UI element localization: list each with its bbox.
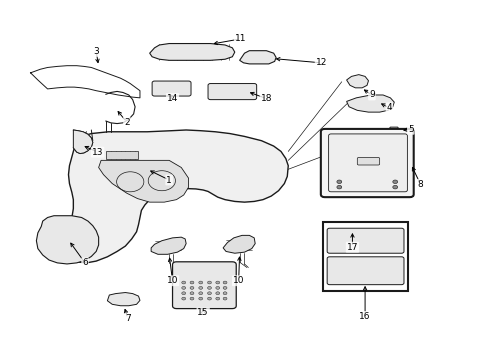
- Circle shape: [223, 292, 226, 295]
- Circle shape: [199, 297, 202, 300]
- Text: 7: 7: [124, 314, 130, 323]
- FancyBboxPatch shape: [328, 134, 407, 192]
- Text: 8: 8: [417, 180, 423, 189]
- Circle shape: [392, 180, 397, 184]
- Polygon shape: [346, 95, 393, 112]
- Circle shape: [336, 185, 341, 189]
- Circle shape: [182, 287, 185, 289]
- Polygon shape: [73, 130, 93, 154]
- Polygon shape: [346, 75, 368, 88]
- Text: 12: 12: [315, 58, 326, 67]
- Polygon shape: [149, 44, 234, 60]
- Text: 15: 15: [197, 309, 208, 318]
- Circle shape: [190, 292, 194, 295]
- Polygon shape: [239, 51, 276, 64]
- Text: 5: 5: [407, 125, 413, 134]
- Circle shape: [199, 287, 202, 289]
- Text: 13: 13: [92, 148, 103, 157]
- Circle shape: [215, 297, 219, 300]
- Circle shape: [190, 297, 194, 300]
- FancyBboxPatch shape: [326, 257, 403, 285]
- Circle shape: [190, 287, 194, 289]
- Text: 14: 14: [166, 94, 178, 103]
- Text: 3: 3: [93, 47, 99, 56]
- Polygon shape: [99, 160, 188, 202]
- Polygon shape: [223, 235, 255, 253]
- PathPatch shape: [66, 130, 287, 263]
- Circle shape: [215, 287, 219, 289]
- Circle shape: [207, 292, 211, 295]
- Circle shape: [215, 292, 219, 295]
- Polygon shape: [151, 237, 186, 254]
- Text: 2: 2: [124, 118, 129, 127]
- Circle shape: [207, 281, 211, 284]
- Circle shape: [215, 281, 219, 284]
- Text: 9: 9: [368, 90, 374, 99]
- FancyBboxPatch shape: [357, 157, 379, 165]
- Circle shape: [199, 281, 202, 284]
- Circle shape: [199, 292, 202, 295]
- Text: 11: 11: [234, 35, 246, 44]
- Polygon shape: [106, 152, 137, 158]
- Polygon shape: [386, 127, 399, 136]
- Text: 16: 16: [359, 312, 370, 321]
- FancyBboxPatch shape: [320, 129, 413, 197]
- Circle shape: [223, 281, 226, 284]
- FancyBboxPatch shape: [323, 222, 407, 292]
- Text: 6: 6: [82, 258, 88, 267]
- Polygon shape: [36, 216, 99, 264]
- Circle shape: [190, 281, 194, 284]
- Text: 10: 10: [166, 276, 178, 285]
- Circle shape: [392, 185, 397, 189]
- FancyBboxPatch shape: [207, 84, 256, 100]
- Circle shape: [182, 297, 185, 300]
- Circle shape: [207, 297, 211, 300]
- Circle shape: [336, 180, 341, 184]
- Circle shape: [207, 287, 211, 289]
- FancyBboxPatch shape: [172, 262, 236, 309]
- Circle shape: [223, 287, 226, 289]
- Circle shape: [223, 297, 226, 300]
- FancyBboxPatch shape: [152, 81, 191, 96]
- Circle shape: [182, 292, 185, 295]
- Text: 17: 17: [346, 243, 357, 252]
- Circle shape: [182, 281, 185, 284]
- Text: 10: 10: [232, 276, 244, 285]
- FancyBboxPatch shape: [326, 228, 403, 253]
- Text: 1: 1: [166, 176, 172, 185]
- Text: 18: 18: [260, 94, 272, 103]
- Polygon shape: [107, 293, 140, 306]
- Text: 4: 4: [386, 103, 391, 112]
